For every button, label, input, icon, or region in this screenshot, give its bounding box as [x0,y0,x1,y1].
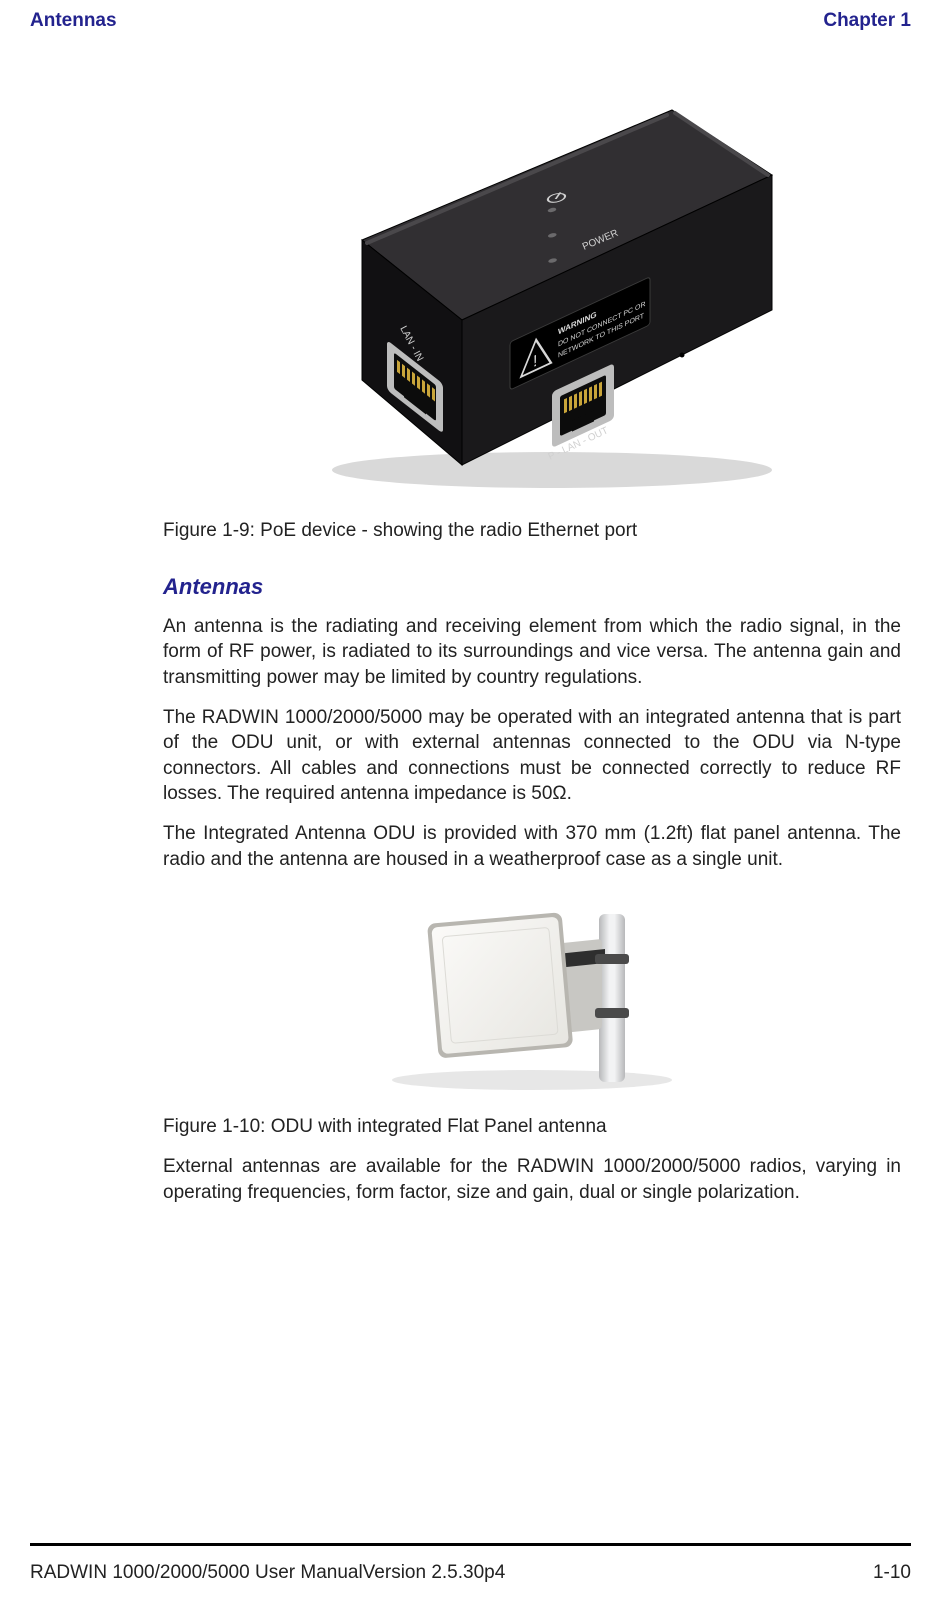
footer-rule [30,1543,911,1546]
section-heading-antennas: Antennas [163,574,901,600]
footer-page-number: 1-10 [873,1562,911,1584]
para-integrated-odu-spec: The Integrated Antenna ODU is provided w… [163,821,901,872]
footer-manual-title: RADWIN 1000/2000/5000 User ManualVersion… [30,1562,505,1584]
poe-device-illustration: POWER [252,80,812,500]
page-footer: RADWIN 1000/2000/5000 User ManualVersion… [30,1562,911,1584]
para-integrated-external: The RADWIN 1000/2000/5000 may be operate… [163,705,901,808]
flat-panel-antenna-illustration [367,896,697,1096]
header-section-title: Antennas [30,10,117,32]
para-antenna-definition: An antenna is the radiating and receivin… [163,614,901,691]
page-header: Antennas Chapter 1 [30,0,911,40]
figure-poe-device: POWER [163,80,901,500]
figure-flat-panel-antenna [163,896,901,1096]
page: Antennas Chapter 1 [0,0,941,1604]
page-content: POWER [163,80,901,1205]
figure-1-10-caption: Figure 1-10: ODU with integrated Flat Pa… [163,1114,901,1140]
header-chapter: Chapter 1 [823,10,911,32]
figure-1-9-caption: Figure 1-9: PoE device - showing the rad… [163,518,901,544]
para-external-antennas: External antennas are available for the … [163,1154,901,1205]
svg-text:!: ! [533,351,537,371]
